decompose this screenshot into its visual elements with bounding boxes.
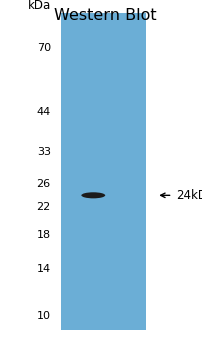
Text: 44: 44 <box>36 107 50 117</box>
Ellipse shape <box>81 192 105 198</box>
Text: 14: 14 <box>36 265 50 274</box>
Text: Western Blot: Western Blot <box>54 8 156 24</box>
Text: 24kDa: 24kDa <box>176 189 202 202</box>
Text: 26: 26 <box>36 179 50 189</box>
Bar <box>61 13 145 330</box>
Text: 33: 33 <box>37 147 50 156</box>
Text: 10: 10 <box>37 311 50 321</box>
Text: 18: 18 <box>36 230 50 240</box>
Text: 70: 70 <box>36 43 50 53</box>
Text: 22: 22 <box>36 202 50 212</box>
Text: kDa: kDa <box>27 0 50 12</box>
